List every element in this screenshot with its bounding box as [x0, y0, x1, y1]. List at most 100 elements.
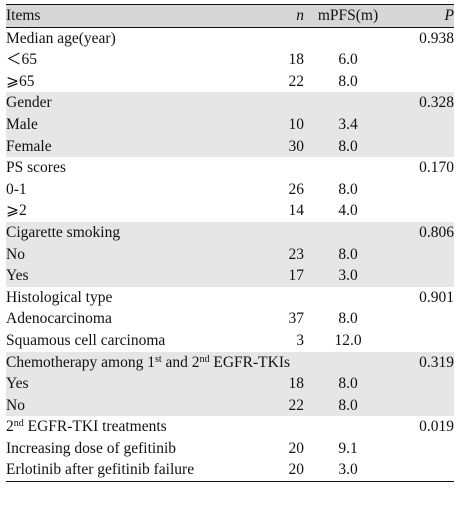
empty-cell [304, 221, 392, 244]
mpfs-value: 3.0 [304, 265, 392, 287]
mpfs-value: 9.1 [338, 439, 358, 457]
mpfs-value: 8.0 [304, 394, 392, 417]
p-value: 0.328 [392, 92, 454, 114]
mpfs-value: 8.0 [304, 135, 392, 158]
n-value: 23 [256, 243, 304, 266]
empty-cell [392, 394, 454, 417]
ordinal-suffix: nd [199, 353, 210, 365]
n-value: 37 [288, 310, 305, 328]
group-label: Histological type [6, 288, 113, 306]
empty-cell [256, 92, 304, 114]
group-row: Histological type 0.901 [6, 287, 454, 309]
table-body: Median age(year) 0.938 ＜65 18 6.0 ⩾65 22 8.0 Gen… [6, 27, 454, 483]
empty-cell [304, 27, 392, 49]
n-value: 3 [296, 331, 304, 349]
subgroup-row: No 22 8.0 [6, 394, 454, 417]
mpfs-value: 8.0 [338, 72, 358, 90]
label-text: Chemotherapy among 1 [6, 353, 155, 371]
n-value: 30 [256, 135, 304, 158]
group-label: Chemotherapy among 1st and 2nd EGFR-TKIs [6, 351, 290, 374]
subgroup-label: No [6, 243, 256, 266]
label-text: 2 [6, 418, 14, 436]
empty-cell [392, 308, 454, 330]
subgroup-row: ＜65 18 6.0 [6, 49, 454, 71]
n-value: 22 [288, 72, 305, 90]
p-value: 0.170 [419, 159, 454, 177]
empty-cell [304, 416, 392, 438]
n-value: 20 [288, 439, 305, 457]
subgroup-label: Increasing dose of gefitinib [6, 439, 177, 457]
group-label: Cigarette smoking [6, 221, 256, 244]
subgroup-label: 0-1 [6, 180, 27, 198]
n-value: 14 [288, 202, 305, 220]
empty-cell [304, 92, 392, 114]
subgroup-row: Erlotinib after gefitinib failure 20 3.0 [6, 459, 454, 483]
header-items: Items [6, 4, 256, 28]
empty-cell [256, 287, 304, 309]
group-label: PS scores [6, 159, 66, 177]
empty-cell [392, 179, 454, 201]
results-table: Items n mPFS(m) P Median age(year) 0.938 ＜… [6, 4, 454, 483]
mpfs-value: 4.0 [338, 202, 358, 220]
empty-cell [304, 351, 392, 374]
group-row: Chemotherapy among 1st and 2nd EGFR-TKIs… [6, 351, 454, 374]
subgroup-row: Male 10 3.4 [6, 113, 454, 136]
ordinal-suffix: st [154, 353, 162, 365]
header-mpfs: mPFS(m) [304, 4, 392, 28]
label-text: EGFR-TKIs [209, 353, 291, 371]
empty-cell [392, 438, 454, 460]
empty-cell [392, 71, 454, 93]
subgroup-row: Yes 17 3.0 [6, 265, 454, 287]
empty-cell [392, 373, 454, 395]
group-label: Gender [6, 92, 256, 114]
empty-cell [392, 459, 454, 483]
subgroup-row: Squamous cell carcinoma 3 12.0 [6, 330, 454, 352]
p-value: 0.806 [392, 221, 454, 244]
n-value: 26 [288, 180, 305, 198]
subgroup-label: Yes [6, 265, 256, 287]
mpfs-value: 8.0 [338, 310, 358, 328]
subgroup-row: Female 30 8.0 [6, 135, 454, 158]
mpfs-value: 6.0 [338, 51, 358, 69]
group-row: Gender 0.328 [6, 92, 454, 114]
subgroup-label: ⩾65 [6, 72, 35, 90]
empty-cell [256, 27, 304, 49]
subgroup-label: Erlotinib after gefitinib failure [6, 459, 256, 483]
p-value: 0.938 [419, 29, 454, 47]
subgroup-row: ⩾2 14 4.0 [6, 200, 454, 222]
empty-cell [392, 200, 454, 222]
p-value: 0.319 [392, 351, 454, 374]
subgroup-label: ＜65 [6, 51, 38, 69]
empty-cell [392, 49, 454, 71]
mpfs-value: 8.0 [304, 373, 392, 395]
empty-cell [256, 351, 304, 374]
subgroup-row: ⩾65 22 8.0 [6, 71, 454, 93]
mpfs-value: 8.0 [304, 243, 392, 266]
group-label: Median age(year) [6, 29, 116, 47]
mpfs-value: 3.0 [304, 459, 392, 483]
group-row: Median age(year) 0.938 [6, 27, 454, 49]
subgroup-row: No 23 8.0 [6, 243, 454, 266]
n-value: 10 [256, 113, 304, 136]
label-text: EGFR-TKI treatments [23, 418, 167, 436]
subgroup-label: Male [6, 113, 256, 136]
p-value: 0.019 [419, 418, 454, 436]
mpfs-value: 8.0 [338, 180, 358, 198]
subgroup-label: ⩾2 [6, 202, 27, 220]
subgroup-label: No [6, 394, 256, 417]
subgroup-label: Squamous cell carcinoma [6, 331, 166, 349]
subgroup-label: Adenocarcinoma [6, 310, 112, 328]
n-value: 18 [288, 51, 305, 69]
n-value: 20 [256, 459, 304, 483]
group-row: Cigarette smoking 0.806 [6, 221, 454, 244]
empty-cell [392, 135, 454, 158]
subgroup-label: Female [6, 135, 256, 158]
group-row: 2nd EGFR-TKI treatments 0.019 [6, 416, 454, 438]
empty-cell [392, 330, 454, 352]
subgroup-label: Yes [6, 373, 256, 395]
header-n: n [256, 4, 304, 28]
subgroup-row: Increasing dose of gefitinib 20 9.1 [6, 438, 454, 460]
p-value: 0.901 [419, 288, 454, 306]
n-value: 22 [256, 394, 304, 417]
empty-cell [392, 243, 454, 266]
